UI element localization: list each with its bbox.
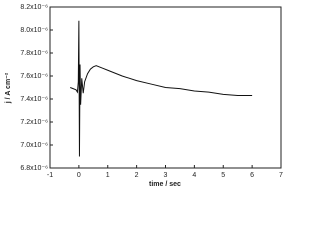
x-tick-label: 7 (279, 172, 283, 179)
y-tick-label: 7.0x10⁻⁶ (20, 142, 48, 149)
x-tick-label: 5 (221, 172, 225, 179)
y-tick-label: 7.4x10⁻⁶ (20, 96, 48, 103)
x-tick-label: 4 (192, 172, 196, 179)
y-tick-label: 8.0x10⁻⁶ (20, 27, 48, 34)
x-tick-label: 6 (250, 172, 254, 179)
chart: time / sec j / A cm⁻² -1 0 1 2 3 4 5 6 7 6.8x10⁻⁶… (5, 4, 283, 188)
y-tick-label: 7.2x10⁻⁶ (20, 119, 48, 126)
y-tick-label: 6.8x10⁻⁶ (20, 165, 48, 172)
x-tick-label: 3 (164, 172, 168, 179)
y-tick-label: 7.8x10⁻⁶ (20, 50, 48, 57)
x-tick-label: 1 (106, 172, 110, 179)
y-tick-label: 7.6x10⁻⁶ (20, 73, 48, 80)
x-axis-label: time / sec (149, 181, 181, 188)
data-line (70, 20, 253, 157)
x-tick-label: 0 (77, 172, 81, 179)
x-tick-label: -1 (47, 172, 53, 179)
x-tick-label: 2 (135, 172, 139, 179)
y-tick-label: 8.2x10⁻⁶ (20, 4, 48, 11)
y-axis-label: j / A cm⁻² (5, 72, 12, 104)
